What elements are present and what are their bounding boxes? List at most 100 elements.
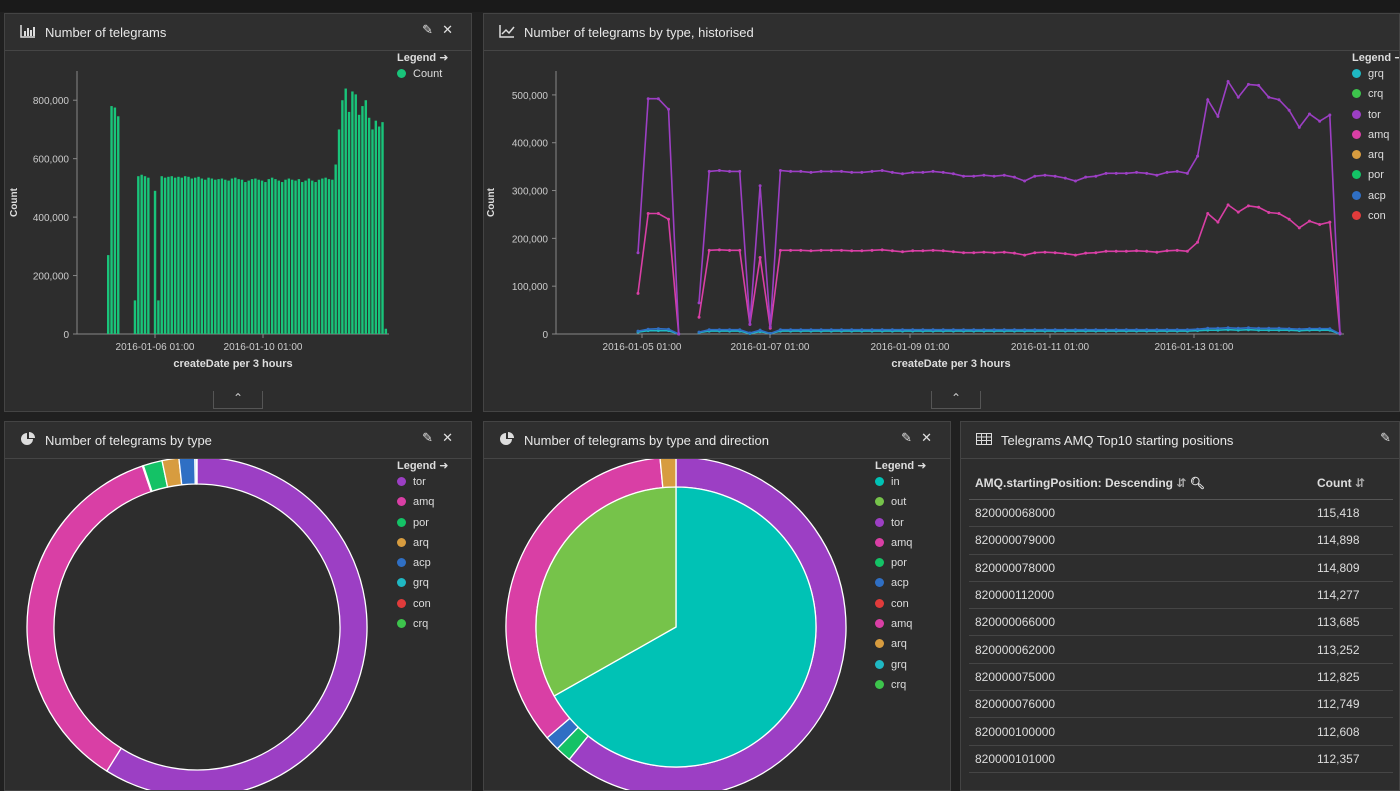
data-point <box>1206 326 1210 330</box>
data-point <box>1155 173 1159 177</box>
panel-title: Number of telegrams by type, historised <box>524 25 754 40</box>
data-point <box>1145 249 1149 253</box>
bar <box>254 178 257 334</box>
data-point <box>1226 203 1230 207</box>
data-point <box>1043 173 1047 177</box>
legend-item[interactable]: arq <box>1352 149 1399 169</box>
panel-header: Number of telegrams ✎ ✕ <box>5 14 471 51</box>
edit-icon[interactable]: ✎ <box>422 430 433 445</box>
data-point <box>1053 174 1057 178</box>
legend-label: por <box>891 557 907 570</box>
bar <box>217 179 220 334</box>
legend-item[interactable]: con <box>1352 210 1399 230</box>
legend-item[interactable]: out <box>875 496 926 516</box>
data-point <box>1002 250 1006 254</box>
legend-item[interactable]: por <box>397 517 448 537</box>
bar <box>364 100 367 334</box>
data-point <box>697 315 701 319</box>
legend-item[interactable]: amq <box>875 537 926 557</box>
legend-title[interactable]: Legend ➜ <box>397 52 449 64</box>
panel-header: Number of telegrams by type ✎ ✕ <box>5 422 471 459</box>
data-point <box>1012 175 1016 179</box>
bar <box>337 129 341 334</box>
close-icon[interactable]: ✕ <box>442 22 453 37</box>
legend-title[interactable]: Legend ➜ <box>875 460 927 472</box>
data-point <box>1287 217 1291 221</box>
legend-item[interactable]: grq <box>1352 68 1399 88</box>
column-header-starting-position[interactable]: AMQ.startingPosition: Descending ⇵ 🔍︎ <box>969 467 1311 500</box>
legend-item[interactable]: amq <box>1352 129 1399 149</box>
edit-icon[interactable]: ✎ <box>1380 430 1391 445</box>
legend-item[interactable]: con <box>875 598 926 618</box>
data-point <box>778 248 782 252</box>
legend-item[interactable]: con <box>397 598 448 618</box>
legend-item[interactable]: arq <box>397 537 448 557</box>
data-point <box>738 248 742 252</box>
legend-title[interactable]: Legend ➜ <box>397 460 449 472</box>
data-point <box>1196 327 1200 331</box>
data-point <box>972 174 976 178</box>
legend-item[interactable]: grq <box>397 577 448 597</box>
cell-count: 114,277 <box>1311 581 1393 610</box>
legend-item[interactable]: amq <box>875 618 926 638</box>
donut-chart <box>26 459 368 790</box>
legend-item[interactable]: grq <box>875 659 926 679</box>
edit-icon[interactable]: ✎ <box>422 22 433 37</box>
data-point <box>982 173 986 177</box>
legend-dot <box>875 598 884 608</box>
data-point <box>951 172 955 176</box>
bar <box>277 180 281 334</box>
close-icon[interactable]: ✕ <box>921 430 932 445</box>
data-point <box>758 184 762 188</box>
legend-item[interactable]: Count <box>397 68 448 88</box>
data-point <box>941 328 945 332</box>
data-point <box>890 328 894 332</box>
legend-label: amq <box>891 618 913 631</box>
data-point <box>1196 240 1200 244</box>
data-point <box>1073 328 1077 332</box>
legend-item[interactable]: acp <box>875 577 926 597</box>
panel-header: Telegrams AMQ Top10 starting positions ✎ <box>961 422 1399 459</box>
legend-item[interactable]: tor <box>875 517 926 537</box>
collapse-button[interactable]: ⌃ <box>931 391 981 409</box>
legend-item[interactable]: crq <box>1352 88 1399 108</box>
panel-title: Number of telegrams by type <box>45 433 212 448</box>
legend-toggle-icon: ➜ <box>917 460 927 472</box>
pie-chart-icon <box>500 432 514 445</box>
edit-icon[interactable]: ✎ <box>901 430 912 445</box>
legend-item[interactable]: arq <box>875 638 926 658</box>
inner-slice-out <box>535 486 677 697</box>
data-point <box>1114 171 1118 175</box>
legend-item[interactable]: acp <box>397 557 448 577</box>
data-point <box>860 170 864 174</box>
data-point <box>1114 328 1118 332</box>
legend-item[interactable]: amq <box>397 496 448 516</box>
legend-title[interactable]: Legend ➜ <box>1352 51 1399 64</box>
column-header-count[interactable]: Count ⇵ <box>1311 467 1393 500</box>
legend-dot <box>875 659 884 669</box>
table-row: 820000062000 113,252 <box>969 635 1393 664</box>
data-point <box>850 170 854 174</box>
legend-label: amq <box>413 496 435 509</box>
legend-item[interactable]: crq <box>875 679 926 699</box>
legend-dot <box>875 497 884 507</box>
data-point <box>799 328 803 332</box>
legend-item[interactable]: crq <box>397 618 448 638</box>
data-point <box>1328 327 1332 331</box>
close-icon[interactable]: ✕ <box>442 430 453 445</box>
data-point <box>839 328 843 332</box>
bar <box>331 179 334 334</box>
data-point <box>1287 108 1291 112</box>
legend-item[interactable]: por <box>875 557 926 577</box>
legend-item[interactable]: por <box>1352 169 1399 189</box>
data-point <box>911 170 915 174</box>
legend-item[interactable]: acp <box>1352 190 1399 210</box>
collapse-button[interactable]: ⌃ <box>213 391 263 409</box>
data-point <box>1033 328 1037 332</box>
legend-item[interactable]: in <box>875 476 926 496</box>
legend-item[interactable]: tor <box>397 476 448 496</box>
data-point <box>1012 328 1016 332</box>
legend-item[interactable]: tor <box>1352 109 1399 129</box>
data-point <box>880 328 884 332</box>
data-point <box>1175 328 1179 332</box>
